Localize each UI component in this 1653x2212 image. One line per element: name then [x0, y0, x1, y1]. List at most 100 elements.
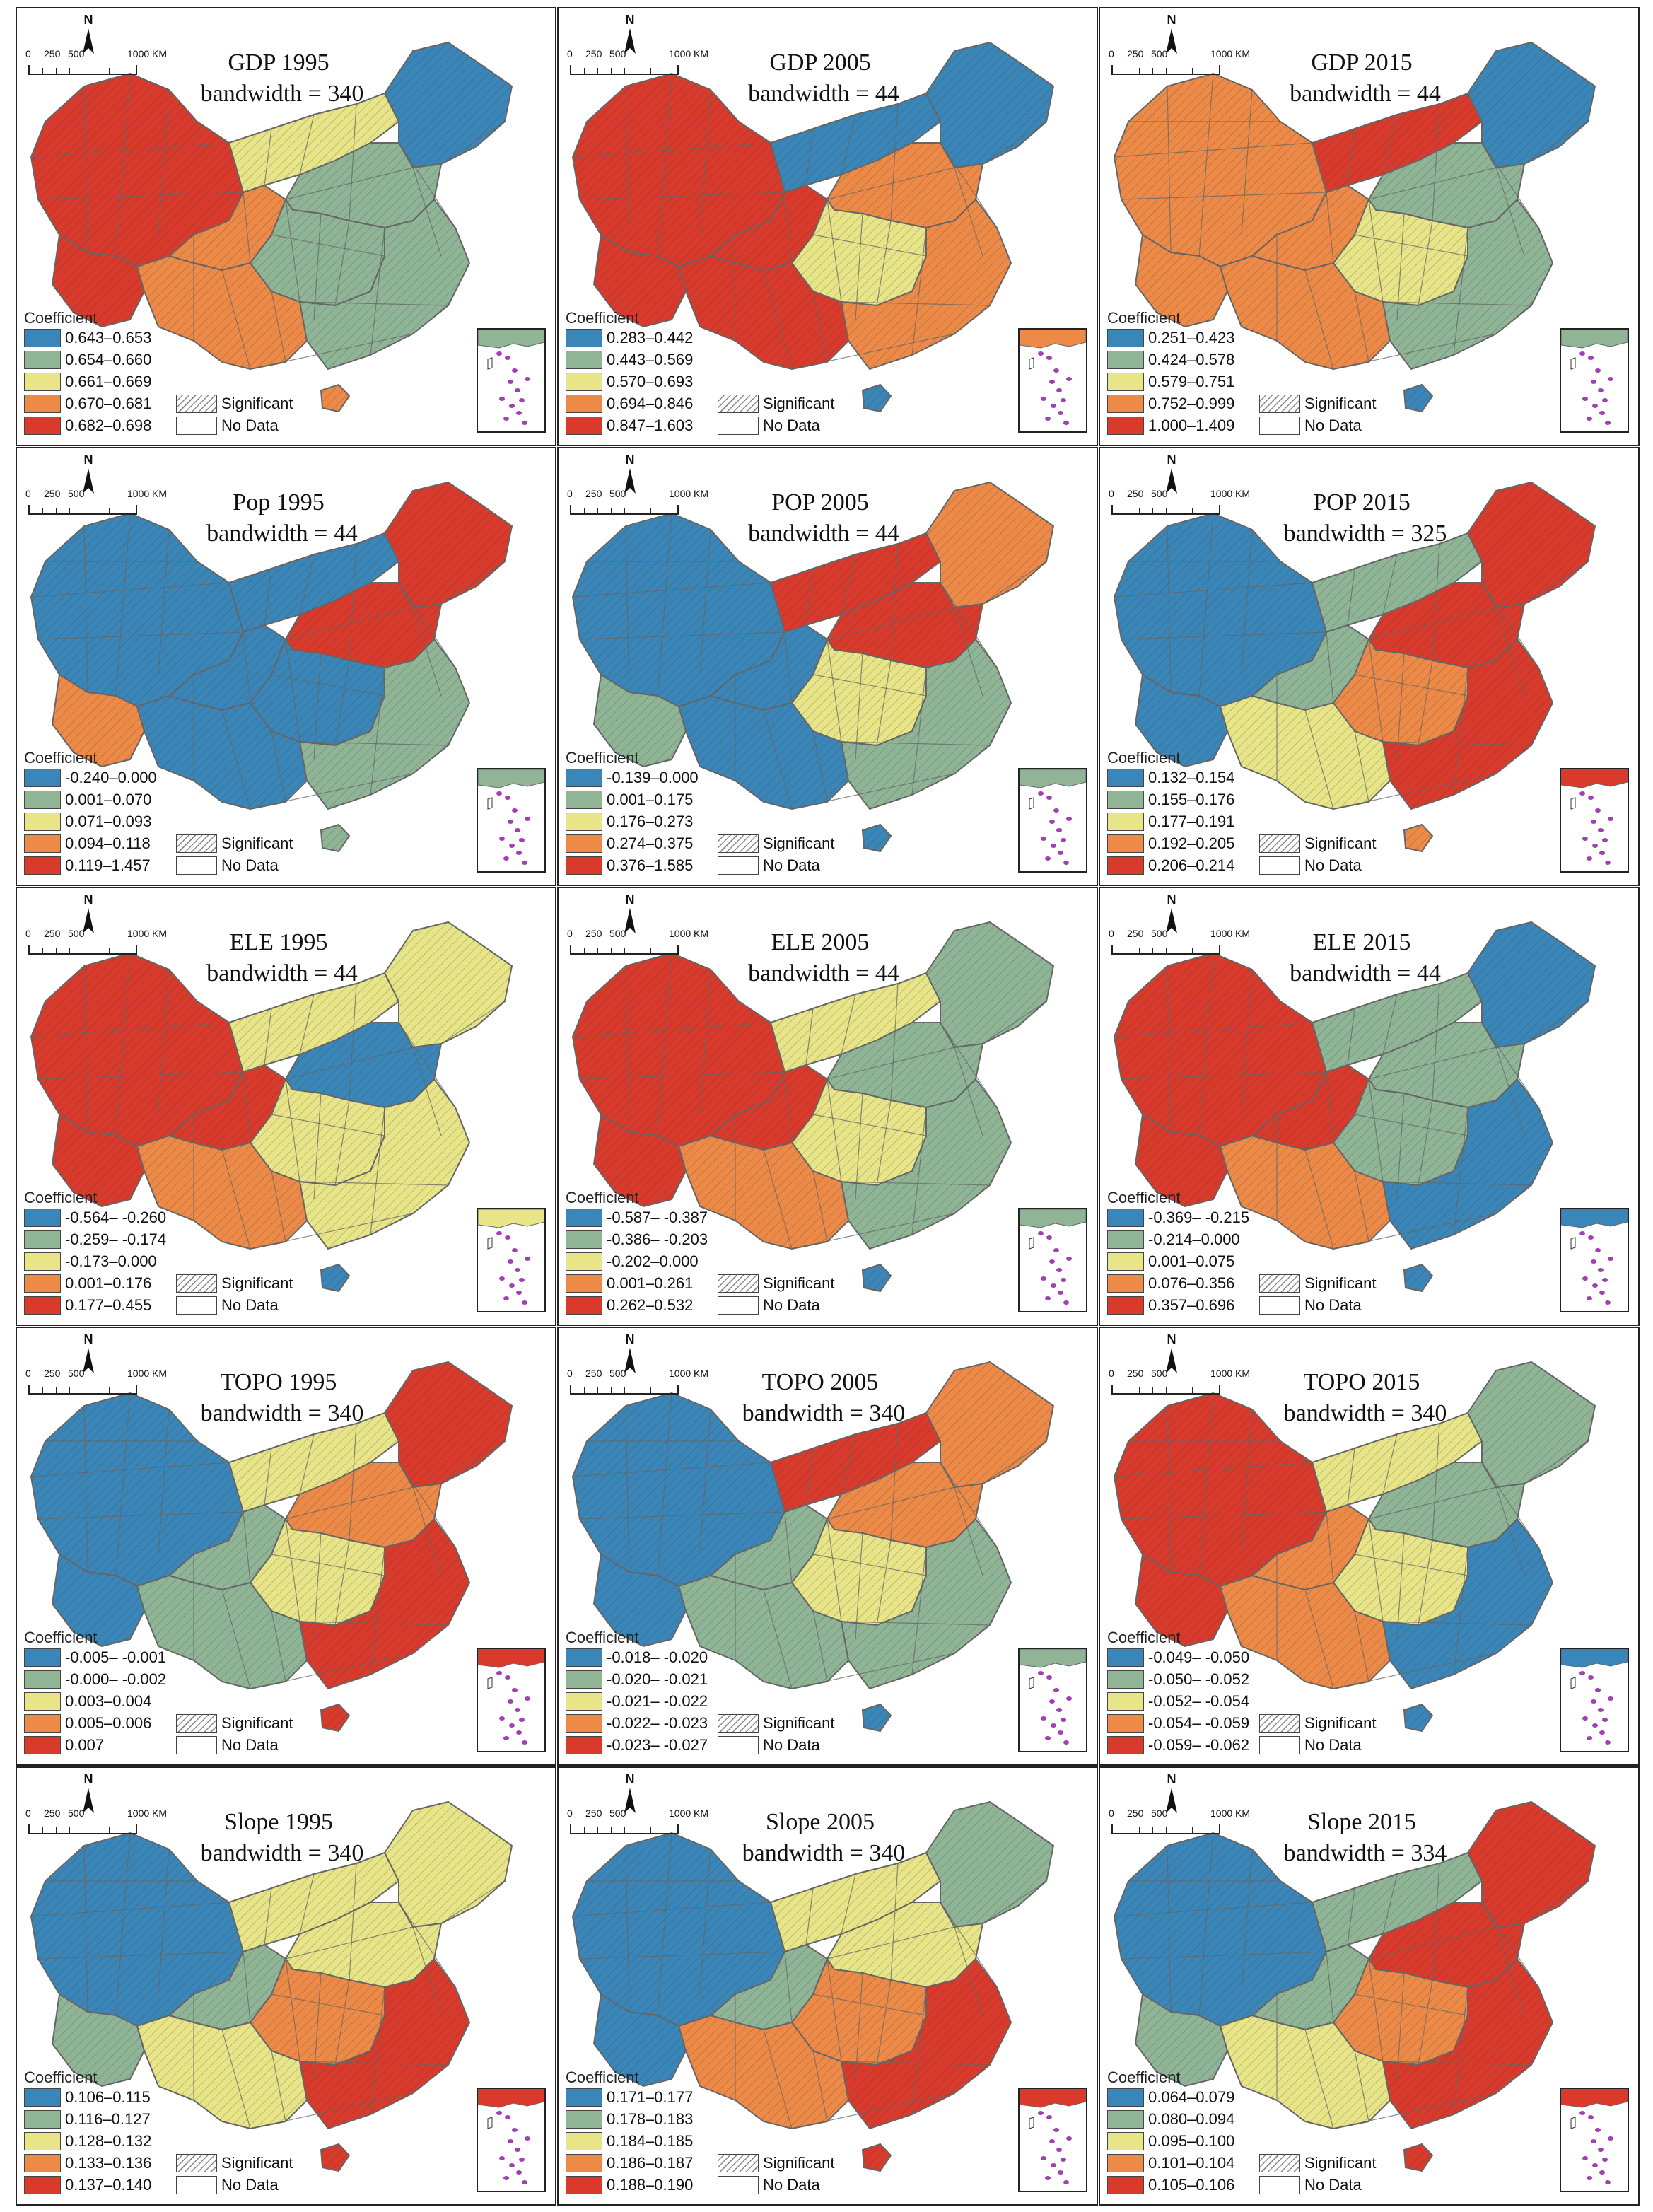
legend-swatch: [566, 329, 602, 347]
significant-label: Significant: [763, 395, 835, 412]
county-boundary: [440, 1440, 506, 1484]
significance-hatch: [286, 1902, 441, 1987]
south-china-sea-inset: [1018, 768, 1087, 873]
scale-label: 1000 KM: [669, 928, 709, 939]
significance-hatch: [169, 1065, 286, 1150]
no-data-label: No Data: [221, 1736, 279, 1754]
legend-range: -0.202–0.000: [607, 1252, 699, 1270]
county-boundary: [876, 220, 892, 306]
legend-row: 0.176–0.273: [566, 811, 820, 833]
significance-hatch: [1369, 1023, 1524, 1107]
significance-hatch: [841, 639, 1011, 809]
legend-title: Coefficient: [566, 309, 639, 327]
county-boundary: [83, 525, 88, 693]
significance-hatch: [792, 1519, 926, 1625]
county-boundary: [699, 969, 711, 1115]
legend-range: 0.188–0.190: [607, 2176, 694, 2194]
county-boundary: [1368, 1486, 1497, 1520]
county-boundary: [1354, 2050, 1369, 2122]
significant-label: Significant: [221, 834, 293, 852]
legend-row: 0.177–0.191: [1107, 811, 1362, 833]
legend: Coefficient 0.251–0.423 0.424–0.578 0.579–0…: [1107, 309, 1377, 437]
legend-range: 0.133–0.136: [65, 2154, 152, 2172]
significance-hatch: [229, 1413, 399, 1512]
significant-swatch: [176, 395, 217, 413]
county-boundary: [1418, 660, 1433, 746]
county-boundary: [1198, 953, 1214, 1136]
county-boundary: [264, 1008, 272, 1066]
county-boundary: [940, 582, 998, 668]
scale-label: 250: [585, 928, 602, 939]
legend-range: -0.000– -0.002: [65, 1670, 167, 1688]
county-boundary: [805, 568, 814, 626]
legend-range: 0.682–0.698: [65, 417, 152, 434]
bandwidth-label: bandwidth = 340: [742, 1840, 906, 1866]
legend-range: 0.443–0.569: [607, 351, 694, 368]
legend-range: 0.177–0.191: [1148, 813, 1235, 830]
legend-swatch: [1107, 1670, 1144, 1689]
scale-label: 1000 KM: [1210, 48, 1251, 59]
legend-swatch: [566, 373, 602, 391]
county-boundary: [791, 1653, 955, 1689]
scale-label: 500: [68, 1808, 85, 1819]
significant-label: Significant: [221, 1274, 293, 1292]
map-title: ELE 1995: [229, 929, 328, 955]
legend-range: -0.049– -0.050: [1148, 1648, 1250, 1666]
county-boundary: [115, 1392, 131, 1576]
significance-hatch: [771, 533, 940, 632]
legend-row: -0.386– -0.203: [566, 1229, 820, 1251]
significance-hatch: [321, 2144, 349, 2171]
county-boundary: [1354, 234, 1468, 257]
county-boundary: [1121, 192, 1327, 200]
significance-hatch: [711, 1505, 827, 1590]
county-boundary: [285, 1047, 414, 1080]
county-boundary: [1121, 1071, 1327, 1080]
scale-bar: 0 250 500 1000 KM: [567, 41, 708, 83]
county-boundary: [30, 1022, 230, 1037]
county-boundary: [1524, 561, 1589, 605]
scale-label: 1000 KM: [127, 488, 168, 499]
county-boundary: [954, 167, 983, 257]
legend-range: 0.076–0.356: [1148, 1274, 1235, 1292]
legend-swatch: [1107, 834, 1144, 853]
scale-bar: 0 250 500 1000 KM: [1109, 481, 1250, 523]
county-boundary: [1382, 301, 1532, 306]
significant-label: Significant: [763, 2154, 835, 2172]
legend-swatch: [1107, 1692, 1144, 1711]
county-boundary: [1326, 631, 1334, 704]
county-boundary: [954, 1047, 983, 1136]
county-boundary: [349, 983, 357, 1101]
legend-swatch: [1107, 1209, 1144, 1227]
south-china-sea-inset: [477, 328, 546, 433]
legend-row: -0.139–0.000: [566, 767, 820, 789]
legend-swatch: [24, 1209, 61, 1227]
legend-row: 0.128–0.132: [24, 2131, 279, 2153]
county-boundary: [299, 1433, 315, 1495]
legend-row: 0.171–0.177: [566, 2087, 820, 2109]
scale-label: 0: [1109, 48, 1114, 59]
legend-range: 0.376–1.585: [607, 856, 694, 874]
legend-range: 0.171–0.177: [607, 2088, 694, 2106]
south-china-sea-inset: [1560, 1648, 1629, 1752]
china-map: [30, 921, 513, 1293]
legend-row: 0.132–0.154: [1107, 767, 1362, 789]
scale-label: 500: [609, 488, 626, 499]
significance-hatch: [1468, 482, 1595, 607]
south-china-sea-inset: [1018, 1208, 1087, 1312]
legend-range: 0.064–0.079: [1148, 2088, 1235, 2106]
significance-hatch: [321, 1704, 349, 1731]
legend-swatch: [566, 1252, 602, 1271]
significant-label: Significant: [1304, 1714, 1377, 1732]
county-boundary: [271, 730, 286, 803]
county-boundary: [954, 607, 983, 697]
county-boundary: [1304, 1589, 1334, 1689]
legend-row: -0.369– -0.215: [1107, 1207, 1362, 1229]
bandwidth-label: bandwidth = 44: [206, 960, 358, 986]
legend-range: 0.283–0.442: [607, 329, 694, 347]
significance-hatch: [771, 1413, 940, 1512]
county-boundary: [1241, 969, 1253, 1115]
county-boundary: [271, 1610, 286, 1682]
legend-swatch: [1107, 2176, 1144, 2194]
legend-row: 0.694–0.846 Significant: [566, 393, 835, 415]
no-data-label: No Data: [763, 417, 820, 434]
